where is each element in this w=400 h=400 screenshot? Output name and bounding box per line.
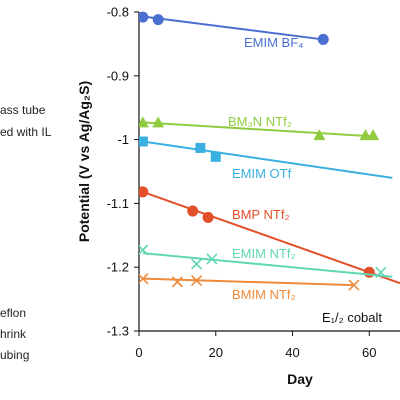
series-label: BMIM NTf₂ xyxy=(232,287,296,302)
data-point xyxy=(139,136,148,147)
x-tick-label: 0 xyxy=(135,345,142,360)
data-point xyxy=(210,151,221,162)
y-tick-label: -0.9 xyxy=(107,68,129,83)
series-fit-line xyxy=(142,121,374,138)
data-point xyxy=(363,266,375,278)
data-point xyxy=(359,129,372,141)
series-label: EMIM NTf₂ xyxy=(232,246,296,261)
data-point xyxy=(139,244,149,256)
data-point xyxy=(139,11,149,23)
data-point xyxy=(348,279,360,291)
x-tick-label: 40 xyxy=(285,345,299,360)
series-fit-line xyxy=(142,140,393,179)
data-point xyxy=(191,258,203,270)
data-point xyxy=(367,129,380,141)
series-fit-line xyxy=(142,15,324,41)
series-label: EMIM BF₄ xyxy=(244,35,303,50)
series-fit-line xyxy=(142,190,400,285)
series-fit-line xyxy=(142,252,393,278)
y-tick-label: -1.1 xyxy=(107,196,129,211)
y-tick-label: -1.2 xyxy=(107,260,129,275)
series-label: BMP NTf₂ xyxy=(232,207,290,222)
data-point xyxy=(195,142,206,153)
data-point xyxy=(375,266,387,278)
partial-label-shrink: hrink xyxy=(0,327,27,341)
data-point xyxy=(187,205,199,217)
data-point xyxy=(139,116,149,128)
y-tick-label: -0.8 xyxy=(107,5,129,20)
annotation-label: E₁/₂ cobalt xyxy=(322,310,382,325)
y-tick-label: -1.3 xyxy=(107,324,129,339)
partial-label-filled-with-il: ed with IL xyxy=(0,125,52,139)
partial-label-teflon: eflon xyxy=(0,306,27,320)
data-point xyxy=(152,116,165,128)
data-point xyxy=(206,253,218,265)
partial-label-tubing: ubing xyxy=(0,348,30,362)
data-point xyxy=(152,14,164,26)
y-tick-label: -1 xyxy=(117,132,129,147)
y-axis-title: Potential (V vs Ag/Ag₂S) xyxy=(76,81,92,242)
x-tick-label: 60 xyxy=(362,345,376,360)
series-fit-line xyxy=(142,277,354,287)
x-axis-title: Day xyxy=(287,371,313,387)
x-tick-label: 20 xyxy=(209,345,223,360)
partial-label-glass-tube: ass tube xyxy=(0,103,46,117)
series-label: BM₃N NTf₂ xyxy=(228,114,292,129)
data-point xyxy=(191,275,203,287)
series-label: EMIM OTf xyxy=(232,166,292,181)
plot-area xyxy=(139,11,400,291)
data-point xyxy=(139,186,149,198)
data-point xyxy=(313,129,326,141)
data-point xyxy=(139,273,149,285)
data-point xyxy=(317,33,329,45)
data-point xyxy=(171,276,183,288)
data-point xyxy=(202,211,214,223)
